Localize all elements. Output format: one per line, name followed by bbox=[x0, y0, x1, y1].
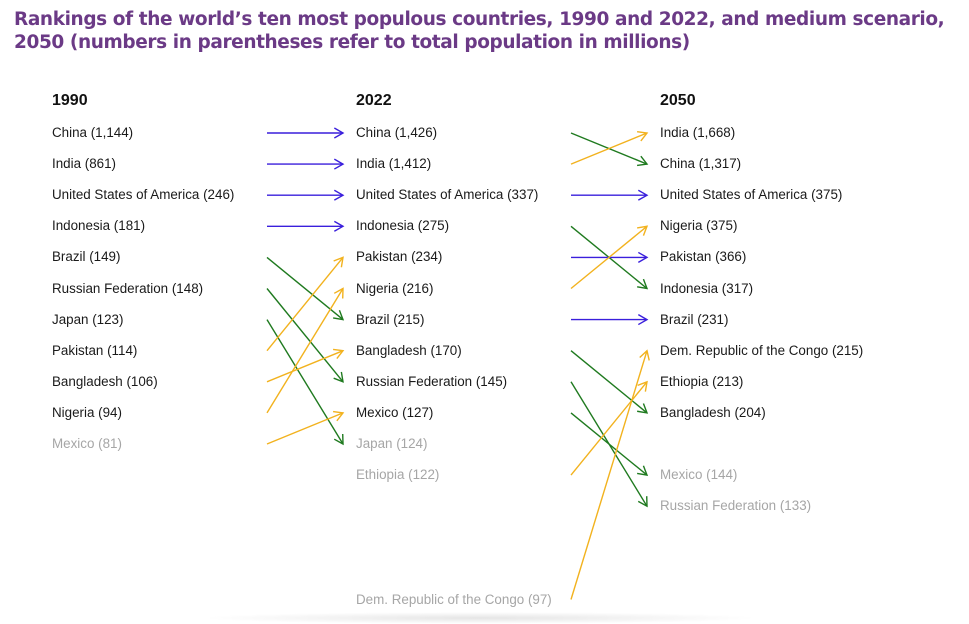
arrow-1990-2022-pakistan bbox=[266, 256, 344, 352]
arrow-2022-2050-bangladesh bbox=[570, 350, 649, 414]
rank-label-2050-ethiopia: Ethiopia (213) bbox=[660, 373, 744, 389]
arrow-1990-2022-russian-federation bbox=[266, 288, 344, 383]
arrow-1990-2022-bangladesh bbox=[266, 348, 345, 383]
arrow-2022-2050-brazil bbox=[571, 314, 649, 326]
arrow-1990-2022-indonesia bbox=[267, 220, 345, 232]
rank-label-1990-russian-federation: Russian Federation (148) bbox=[52, 280, 204, 296]
rank-label-2050-nigeria: Nigeria (375) bbox=[660, 218, 738, 234]
rank-label-1990-indonesia: Indonesia (181) bbox=[52, 218, 146, 234]
column-header-2050: 2050 bbox=[660, 92, 696, 109]
arrow-2022-2050-dem-republic-of-the-congo bbox=[570, 349, 650, 600]
rank-label-2022-indonesia: Indonesia (275) bbox=[356, 218, 450, 234]
rank-label-1990-india: India (861) bbox=[52, 156, 117, 172]
arrow-2022-2050-united-states-of-america bbox=[571, 189, 649, 201]
rank-label-2022-mexico: Mexico (127) bbox=[356, 404, 434, 420]
arrow-1990-2022-brazil bbox=[266, 256, 345, 321]
arrow-1990-2022-nigeria bbox=[266, 287, 344, 414]
rank-label-2050-russian-federation: Russian Federation (133) bbox=[660, 498, 812, 514]
rank-label-2050-pakistan: Pakistan (366) bbox=[660, 249, 747, 265]
arrow-2022-2050-ethiopia bbox=[570, 380, 648, 476]
column-header-2022: 2022 bbox=[356, 92, 392, 109]
rank-label-1990-brazil: Brazil (149) bbox=[52, 249, 121, 265]
rank-label-2050-mexico: Mexico (144) bbox=[660, 467, 738, 483]
arrow-1990-2022-united-states-of-america bbox=[267, 189, 345, 201]
arrow-1990-2022-india bbox=[267, 158, 345, 170]
rank-label-2050-dem-republic-of-the-congo: Dem. Republic of the Congo (215) bbox=[660, 342, 864, 358]
rank-label-2022-china: China (1,426) bbox=[356, 125, 438, 140]
rank-label-2050-united-states-of-america: United States of America (375) bbox=[660, 187, 843, 203]
rank-label-1990-nigeria: Nigeria (94) bbox=[52, 404, 122, 420]
rank-label-2022-japan: Japan (124) bbox=[356, 436, 428, 451]
rank-label-2022-india: India (1,412) bbox=[356, 156, 432, 172]
rank-label-1990-bangladesh: Bangladesh (106) bbox=[52, 373, 158, 389]
arrow-1990-2022-china bbox=[267, 127, 345, 139]
rank-label-1990-pakistan: Pakistan (114) bbox=[52, 342, 138, 358]
arrow-2022-2050-nigeria bbox=[570, 225, 649, 290]
rank-label-2022-nigeria: Nigeria (216) bbox=[356, 280, 434, 296]
rank-label-2050-india: India (1,668) bbox=[660, 125, 736, 140]
rank-label-2050-bangladesh: Bangladesh (204) bbox=[660, 404, 766, 420]
rank-label-1990-mexico: Mexico (81) bbox=[52, 436, 122, 451]
column-header-1990: 1990 bbox=[52, 92, 88, 109]
chart-title: Rankings of the world’s ten most populou… bbox=[14, 9, 945, 53]
rank-label-2022-russian-federation: Russian Federation (145) bbox=[356, 373, 508, 389]
rank-label-2022-bangladesh: Bangladesh (170) bbox=[356, 342, 462, 358]
rank-label-2022-ethiopia: Ethiopia (122) bbox=[356, 467, 440, 483]
rank-label-1990-japan: Japan (123) bbox=[52, 311, 124, 327]
arrow-2022-2050-india bbox=[570, 130, 649, 165]
rank-label-2050-indonesia: Indonesia (317) bbox=[660, 280, 754, 296]
arrow-1990-2022-japan bbox=[266, 319, 344, 446]
rank-label-1990-china: China (1,144) bbox=[52, 125, 134, 140]
rank-label-1990-united-states-of-america: United States of America (246) bbox=[52, 187, 235, 203]
bottom-shadow bbox=[200, 612, 760, 624]
rank-label-2022-dem-republic-of-the-congo: Dem. Republic of the Congo (97) bbox=[356, 591, 552, 607]
rank-label-2022-united-states-of-america: United States of America (337) bbox=[356, 187, 539, 203]
rank-label-2050-china: China (1,317) bbox=[660, 156, 742, 172]
rank-label-2050-brazil: Brazil (231) bbox=[660, 311, 729, 327]
arrow-1990-2022-mexico bbox=[266, 410, 345, 445]
rank-label-2022-brazil: Brazil (215) bbox=[356, 311, 425, 327]
arrow-2022-2050-mexico bbox=[570, 412, 649, 476]
rank-label-2022-pakistan: Pakistan (234) bbox=[356, 249, 443, 265]
